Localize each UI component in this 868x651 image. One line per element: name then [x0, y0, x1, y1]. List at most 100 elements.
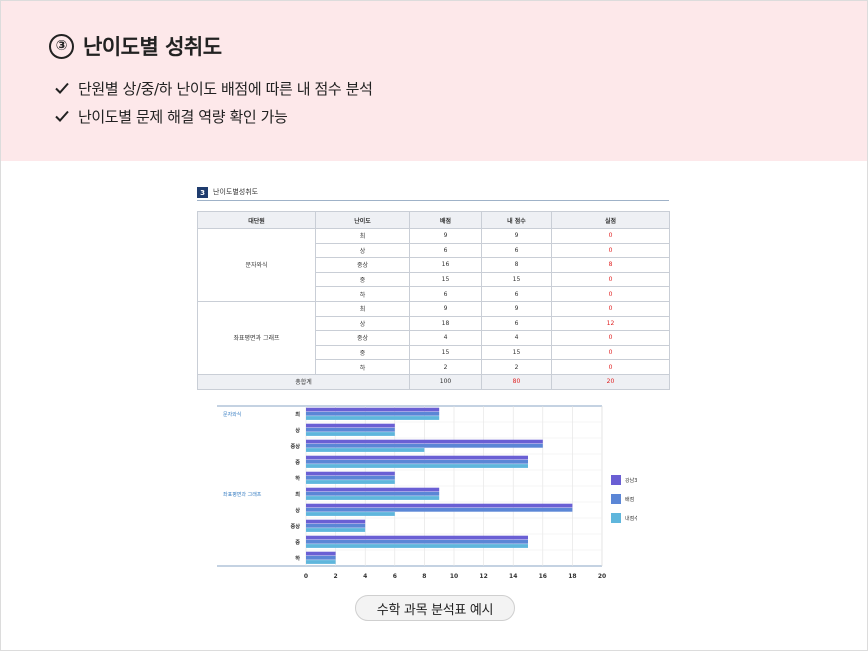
loss-cell: 0 — [551, 271, 670, 288]
check-icon — [55, 82, 69, 94]
category-label: 중상 — [290, 442, 300, 450]
bar-3 — [306, 512, 395, 516]
bar-1 — [306, 551, 336, 556]
points-cell: 15 — [409, 271, 482, 288]
x-tick-label: 0 — [304, 573, 308, 580]
legend-label: 내점수 — [625, 515, 637, 522]
x-tick-label: 12 — [479, 573, 487, 580]
category-label: 하 — [295, 474, 300, 482]
bar-1 — [306, 503, 573, 508]
level-cell: 최 — [315, 228, 410, 244]
bar-1 — [306, 407, 440, 412]
header-points: 배점 — [409, 211, 482, 229]
x-tick-label: 14 — [509, 573, 517, 580]
bar-1 — [306, 423, 395, 428]
header-loss: 실점 — [551, 211, 670, 229]
total-score: 80 — [481, 373, 552, 390]
score-cell: 8 — [481, 257, 552, 273]
total-loss: 20 — [551, 373, 670, 390]
category-label: 하 — [295, 554, 300, 562]
score-cell: 4 — [481, 330, 552, 346]
header-banner: ③ 난이도별 성취도 단원별 상/중/하 난이도 배점에 따른 내 점수 분석 … — [1, 1, 867, 161]
section-heading: 3 난이도별성취도 — [197, 187, 669, 201]
bar-1 — [306, 519, 366, 524]
bullet-text: 난이도별 문제 해결 역량 확인 가능 — [78, 107, 288, 126]
section-number-badge: 3 — [197, 187, 208, 198]
loss-cell: 0 — [551, 359, 670, 375]
group-label: 좌표평면과 그래프 — [223, 491, 262, 498]
bullet-item: 난이도별 문제 해결 역량 확인 가능 — [54, 105, 373, 127]
score-cell: 15 — [481, 271, 552, 288]
points-cell: 18 — [409, 315, 482, 332]
total-row: 총합계 100 80 20 — [197, 373, 670, 390]
bar-3 — [306, 448, 425, 452]
legend-swatch — [611, 513, 621, 523]
achievement-table: 대단원 난이도 배점 내 점수 실점 문자와식 최 9 9 0 상 6 6 0 중상 16 8 8 중 15… — [197, 211, 670, 390]
loss-cell: 12 — [551, 315, 670, 332]
feature-bullets: 단원별 상/중/하 난이도 배점에 따른 내 점수 분석 난이도별 문제 해결 … — [54, 77, 373, 133]
points-cell: 4 — [409, 330, 482, 346]
points-cell: 6 — [409, 242, 482, 259]
bar-1 — [306, 487, 440, 492]
bar-3 — [306, 480, 395, 484]
feature-title-text: 난이도별 성취도 — [83, 35, 222, 59]
legend-swatch — [611, 494, 621, 504]
score-cell: 15 — [481, 344, 552, 361]
x-tick-label: 16 — [539, 573, 547, 580]
unit-cell: 좌표평면과 그래프 — [197, 300, 316, 375]
bar-2 — [306, 427, 395, 432]
bar-2 — [306, 523, 366, 528]
score-cell: 6 — [481, 315, 552, 332]
bar-3 — [306, 464, 528, 468]
loss-cell: 0 — [551, 344, 670, 361]
bar-1 — [306, 455, 528, 460]
points-cell: 9 — [409, 228, 482, 244]
level-cell: 중 — [315, 271, 410, 288]
category-label: 중 — [295, 538, 300, 546]
bar-2 — [306, 459, 528, 464]
points-cell: 15 — [409, 344, 482, 361]
points-cell: 2 — [409, 359, 482, 375]
level-cell: 중 — [315, 344, 410, 361]
caption-badge: 수학 과목 분석표 예시 — [355, 595, 515, 621]
bar-2 — [306, 539, 528, 544]
table-row: 중상 4 4 0 — [198, 330, 670, 346]
score-cell: 9 — [481, 228, 552, 244]
bar-3 — [306, 560, 336, 564]
category-label: 최 — [295, 410, 300, 418]
table-row: 문자와식 최 9 9 0 — [197, 228, 670, 302]
points-cell: 9 — [409, 300, 482, 317]
bar-3 — [306, 416, 440, 420]
bar-2 — [306, 555, 336, 560]
category-label: 중상 — [290, 522, 300, 530]
bar-2 — [306, 475, 395, 480]
category-label: 상 — [295, 506, 300, 514]
level-cell: 중상 — [315, 330, 410, 346]
header-level: 난이도 — [315, 211, 410, 229]
points-cell: 6 — [409, 286, 482, 302]
level-cell: 하 — [315, 359, 410, 375]
bar-1 — [306, 471, 395, 476]
table-header-row: 대단원 난이도 배점 내 점수 실점 — [197, 211, 670, 229]
level-cell: 하 — [315, 286, 410, 302]
score-cell: 6 — [481, 242, 552, 259]
x-tick-label: 20 — [598, 573, 606, 580]
bar-3 — [306, 544, 528, 548]
level-cell: 상 — [315, 315, 410, 332]
total-points: 100 — [409, 373, 482, 390]
header-score: 내 점수 — [481, 211, 552, 229]
loss-cell: 0 — [551, 228, 670, 244]
level-cell: 중상 — [315, 257, 410, 273]
loss-cell: 0 — [551, 242, 670, 259]
bar-3 — [306, 496, 440, 500]
legend-swatch — [611, 475, 621, 485]
x-tick-label: 10 — [450, 573, 458, 580]
loss-cell: 0 — [551, 330, 670, 346]
loss-cell: 0 — [551, 286, 670, 302]
score-cell: 2 — [481, 359, 552, 375]
loss-cell: 0 — [551, 300, 670, 317]
